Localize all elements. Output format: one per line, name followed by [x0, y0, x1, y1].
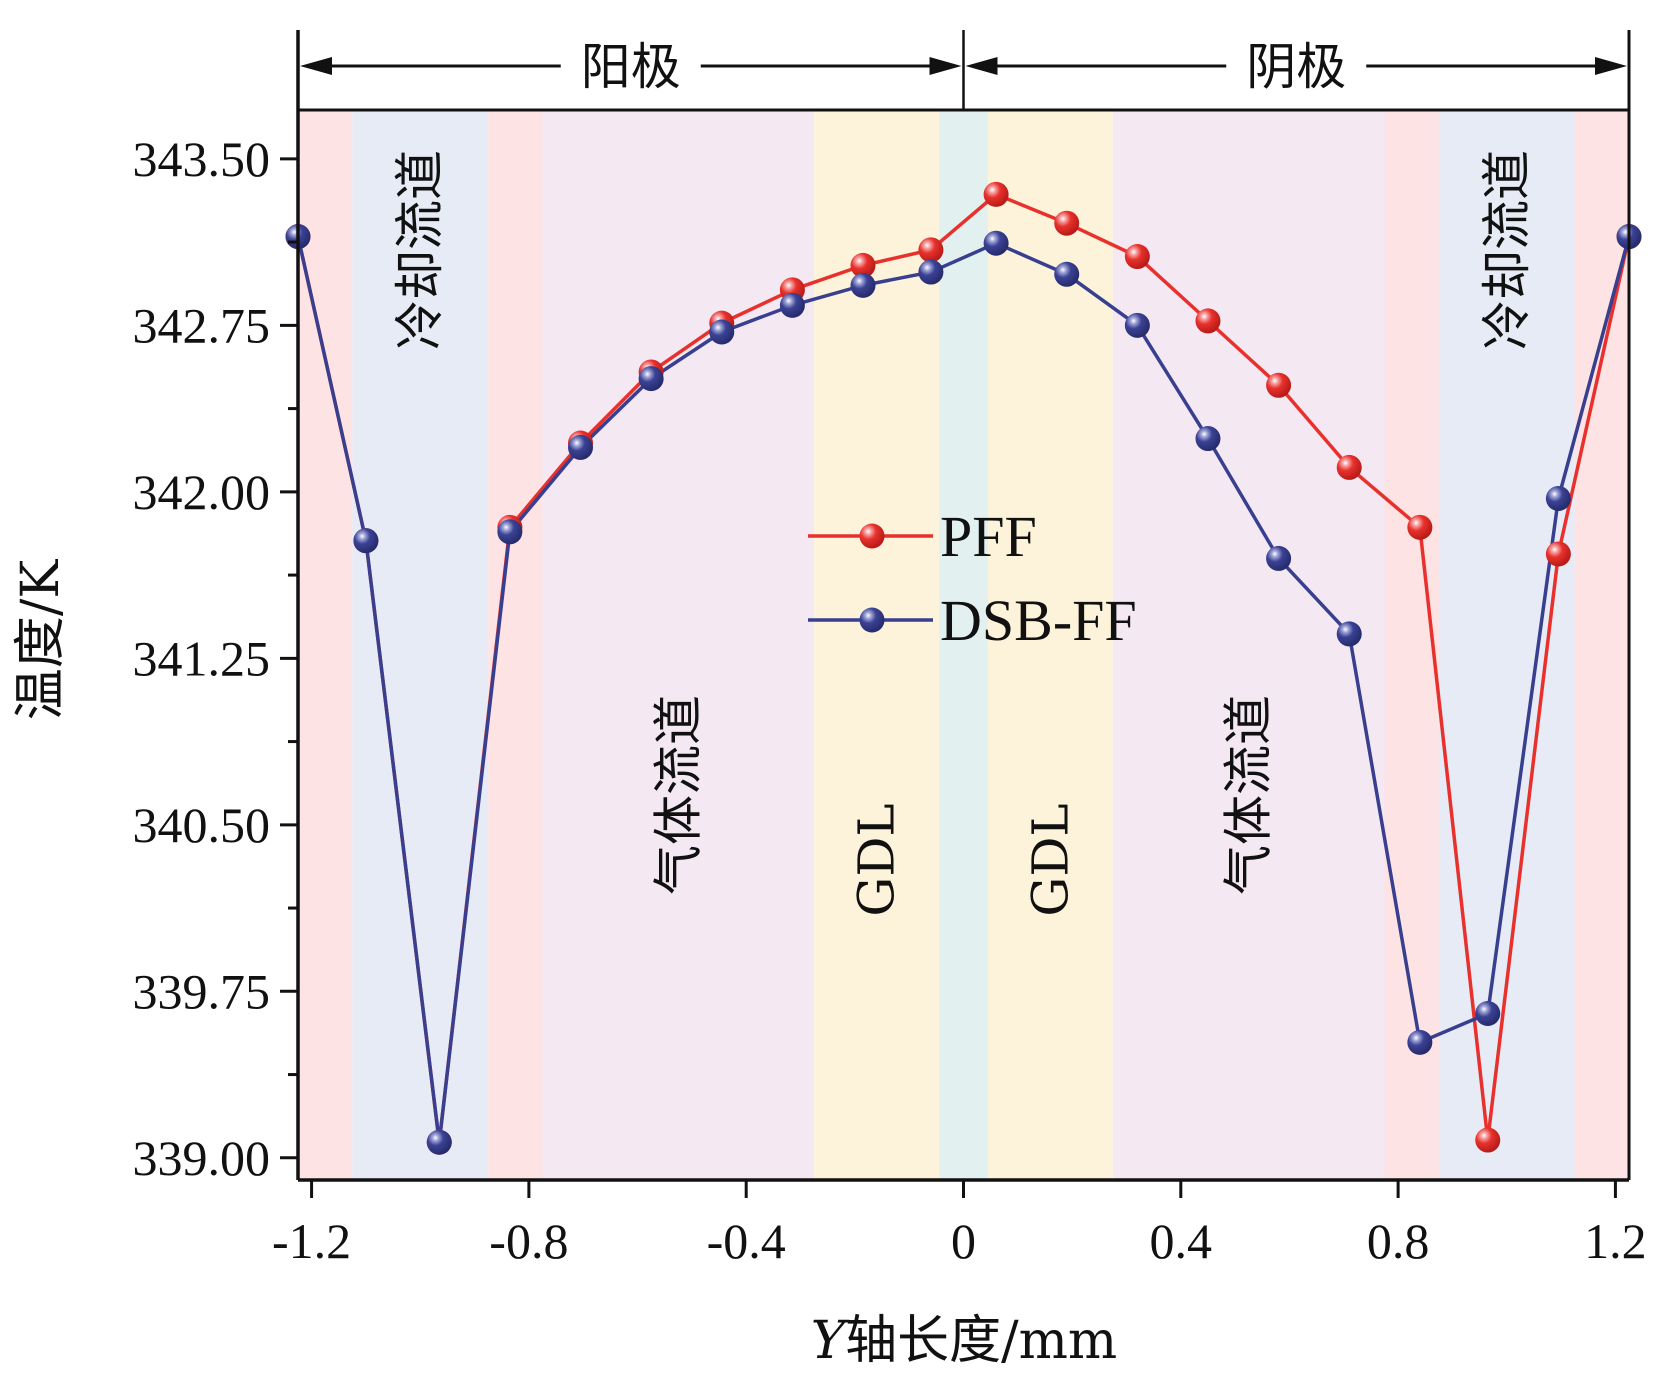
- data-point-dsb-ff: [983, 230, 1009, 256]
- region-band: [298, 110, 353, 1180]
- y-tick-label: 342.75: [133, 297, 271, 353]
- region-bands: [298, 110, 1629, 1180]
- legend: PFF DSB-FF: [808, 504, 1137, 653]
- legend-marker-dsb-ff: [859, 607, 885, 633]
- region-band: [939, 110, 988, 1180]
- data-point-dsb-ff: [353, 528, 379, 554]
- y-tick-label: 341.25: [133, 630, 271, 686]
- y-tick-label: 343.50: [133, 131, 271, 187]
- x-tick-label: -0.8: [489, 1213, 568, 1269]
- data-point-dsb-ff: [426, 1129, 452, 1155]
- arrow-left-icon: [965, 57, 998, 75]
- series-line-pff: [296, 192, 1631, 1145]
- x-axis-title-rest: 轴长度/mm: [845, 1311, 1117, 1371]
- data-point-dsb-ff: [1054, 261, 1080, 287]
- region-band: [814, 110, 940, 1180]
- region-band: [1574, 110, 1629, 1180]
- data-point-dsb-ff: [1195, 426, 1221, 452]
- x-tick-label: 0.8: [1367, 1213, 1430, 1269]
- data-point-dsb-ff: [1336, 621, 1362, 647]
- y-tick-label: 340.50: [133, 797, 271, 853]
- bracket-label: 阳极: [581, 38, 681, 96]
- x-tick-label: 1.2: [1584, 1213, 1647, 1269]
- region-band: [987, 110, 1113, 1180]
- data-point-dsb-ff: [918, 259, 944, 285]
- data-point-dsb-ff: [779, 292, 805, 318]
- data-point-pff: [1475, 1127, 1501, 1153]
- region-band: [352, 110, 489, 1180]
- region-label: GDL: [848, 803, 906, 916]
- data-point-pff: [1054, 210, 1080, 236]
- region-label: 气体流道: [1220, 695, 1278, 895]
- x-axis-title: Y轴长度/mm: [811, 1311, 1117, 1371]
- legend-label-pff: PFF: [940, 504, 1037, 569]
- arrow-right-icon: [1595, 57, 1627, 75]
- data-point-dsb-ff: [709, 319, 735, 345]
- data-point-pff: [983, 181, 1009, 207]
- series-lines: [296, 192, 1631, 1145]
- data-point-dsb-ff: [1407, 1029, 1433, 1055]
- data-point-dsb-ff: [497, 519, 523, 545]
- data-point-pff: [1195, 308, 1221, 334]
- x-axis: -1.2 -0.8 -0.4 0 0.4 0.8 1.2: [272, 1180, 1647, 1269]
- data-point-dsb-ff: [1545, 485, 1571, 511]
- data-point-dsb-ff: [1475, 1001, 1501, 1027]
- data-point-pff: [1336, 454, 1362, 480]
- data-point-dsb-ff: [567, 434, 593, 460]
- y-tick-label: 339.00: [133, 1130, 271, 1186]
- y-tick-label: 339.75: [133, 963, 271, 1019]
- region-band: [1438, 110, 1575, 1180]
- x-tick-label: -0.4: [707, 1213, 786, 1269]
- series-line-dsb-ff: [296, 236, 1631, 1145]
- x-axis-title-italic: Y: [811, 1311, 850, 1371]
- data-point-pff: [1124, 244, 1150, 270]
- region-label: GDL: [1021, 803, 1079, 916]
- region-label: 冷却流道: [391, 150, 449, 350]
- region-label: 气体流道: [649, 695, 707, 895]
- data-point-dsb-ff: [1124, 312, 1150, 338]
- x-tick-label: 0.4: [1150, 1213, 1213, 1269]
- bracket-label: 阴极: [1246, 38, 1346, 96]
- y-axis-title: 温度/K: [11, 559, 71, 721]
- region-band: [542, 110, 815, 1180]
- arrow-left-icon: [300, 57, 332, 75]
- region-band: [1112, 110, 1385, 1180]
- data-point-pff: [850, 252, 876, 278]
- y-axis: 339.00 339.75 340.50 341.25 342.00 342.75 343.…: [133, 131, 298, 1186]
- legend-marker-pff: [859, 523, 885, 549]
- data-point-dsb-ff: [850, 272, 876, 298]
- x-tick-label: -1.2: [272, 1213, 351, 1269]
- data-point-pff: [1545, 541, 1571, 567]
- region-band: [1384, 110, 1439, 1180]
- data-point-pff: [1266, 372, 1292, 398]
- y-tick-label: 342.00: [133, 464, 271, 520]
- data-point-pff: [1407, 514, 1433, 540]
- data-point-dsb-ff: [1266, 545, 1292, 571]
- x-tick-label: 0: [951, 1213, 976, 1269]
- data-point-dsb-ff: [638, 366, 664, 392]
- legend-label-dsb-ff: DSB-FF: [940, 588, 1137, 653]
- top-brackets: 阳极 阴极: [300, 38, 1627, 96]
- region-label: 冷却流道: [1478, 150, 1536, 350]
- data-point-pff: [918, 237, 944, 263]
- arrow-right-icon: [929, 57, 962, 75]
